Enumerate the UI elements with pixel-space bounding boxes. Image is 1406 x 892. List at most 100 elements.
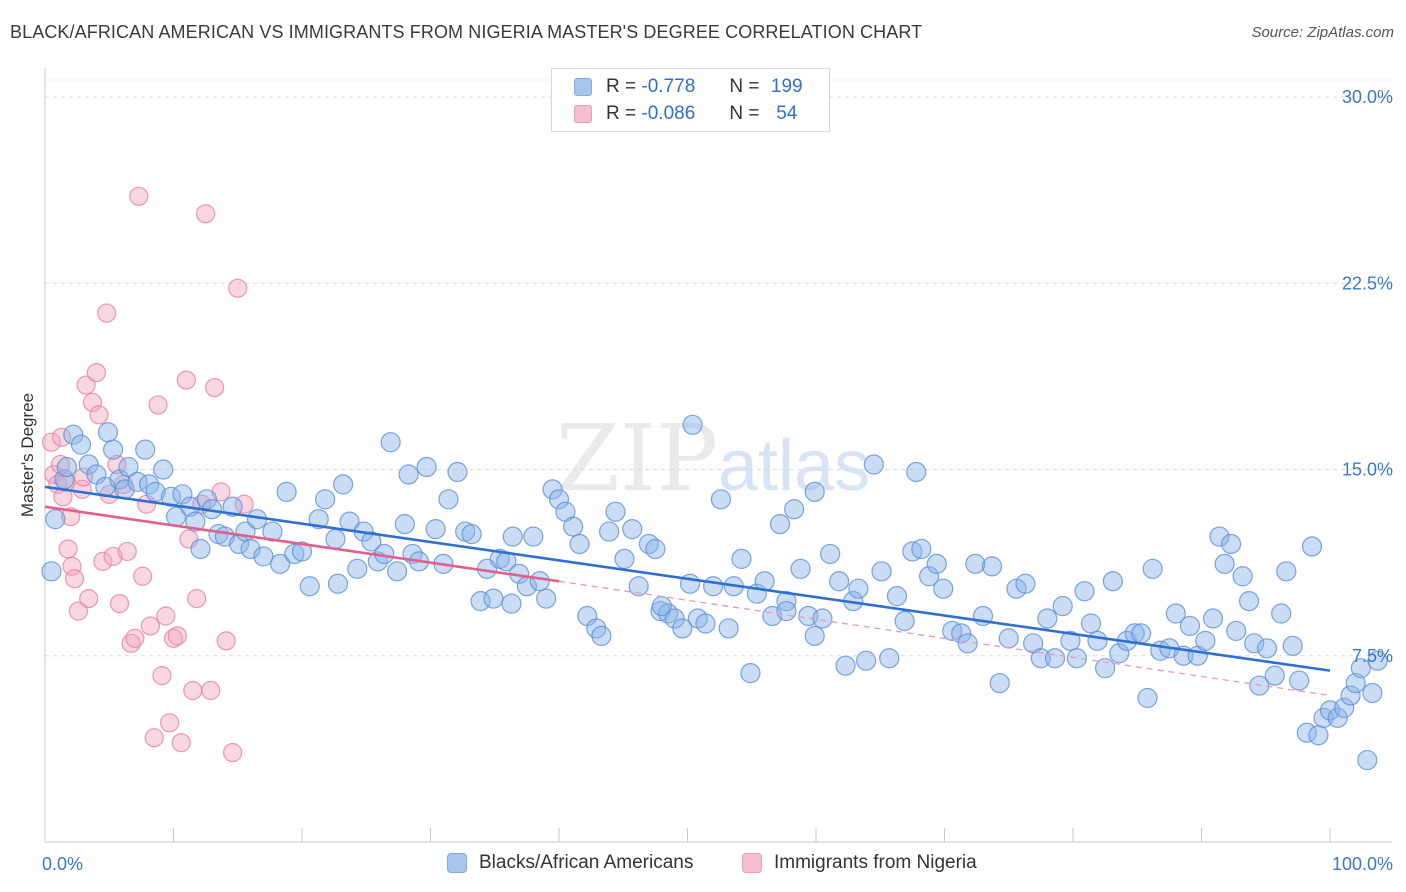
black-point-101 [740, 663, 761, 684]
nigeria-point-30 [144, 728, 164, 748]
y-tick-label-2: 22.5% [1342, 273, 1393, 293]
black-point-134 [981, 556, 1003, 577]
watermark: ZIP atlas [556, 405, 870, 512]
black-point-186 [1340, 685, 1361, 706]
legend-r-value: -0.778 [641, 76, 696, 97]
black-point-100 [731, 548, 752, 570]
nigeria-point-14 [86, 363, 107, 383]
source-credit: Source: ZipAtlas.com [1251, 24, 1394, 41]
black-point-88 [645, 538, 666, 560]
nigeria-point-0 [41, 432, 62, 452]
black-point-121 [886, 586, 908, 607]
black-point-148 [1087, 630, 1108, 651]
black-point-192 [804, 481, 825, 502]
black-point-163 [1195, 630, 1216, 651]
black-point-132 [965, 553, 986, 574]
black-point-180 [1301, 536, 1323, 557]
y-tick-label-1: 15.0% [1342, 460, 1393, 480]
black-point-156 [1142, 558, 1163, 579]
nigeria-point-38 [176, 370, 196, 390]
black-point-194 [776, 600, 797, 622]
black-point-34 [253, 546, 274, 567]
nigeria-point-23 [117, 541, 137, 562]
nigeria-point-48 [223, 742, 243, 763]
nigeria-point-49 [228, 278, 248, 298]
legend-row-nigeria: R = -0.086 N = 54 [574, 101, 809, 127]
black-point-114 [835, 655, 856, 676]
black-point-56 [416, 456, 437, 478]
black-point-195 [651, 595, 672, 617]
black-point-52 [386, 561, 408, 582]
black-point-168 [1226, 620, 1247, 642]
bottom-legend-label-nigeria: Immigrants from Nigeria [774, 852, 977, 873]
black-point-165 [1209, 526, 1230, 547]
black-trend-line [44, 485, 1331, 672]
bottom-legend-nigeria: Immigrants from Nigeria [742, 852, 977, 874]
legend-n-value: 54 [776, 103, 798, 124]
black-point-169 [1232, 566, 1253, 587]
black-point-144 [1060, 630, 1081, 651]
black-point-167 [1220, 533, 1242, 555]
legend-n-label: N = [729, 103, 760, 124]
black-point-174 [1264, 665, 1285, 686]
nigeria-point-6 [58, 539, 78, 559]
black-point-107 [784, 499, 805, 520]
black-point-23 [185, 511, 206, 532]
chart-title: BLACK/AFRICAN AMERICAN VS IMMIGRANTS FRO… [10, 22, 923, 42]
black-point-190 [1362, 682, 1383, 704]
black-point-141 [1037, 608, 1058, 629]
black-point-184 [1327, 707, 1348, 728]
black-point-21 [172, 484, 193, 505]
black-point-95 [695, 613, 716, 634]
black-point-38 [284, 543, 305, 565]
black-point-178 [1289, 670, 1310, 691]
black-point-15 [135, 439, 156, 460]
black-point-39 [291, 541, 313, 562]
black-point-57 [425, 518, 446, 540]
black-point-9 [97, 422, 119, 443]
black-point-116 [848, 578, 869, 599]
black-point-154 [1131, 623, 1152, 644]
black-point-73 [536, 588, 557, 609]
nigeria-trend-extension [558, 580, 1331, 697]
black-point-164 [1202, 608, 1224, 629]
black-point-24 [190, 538, 211, 560]
black-point-135 [989, 672, 1010, 694]
black-point-126 [918, 566, 940, 587]
black-point-37 [276, 481, 297, 502]
nigeria-point-26 [129, 186, 149, 206]
black-point-120 [879, 648, 900, 669]
black-point-110 [804, 625, 825, 646]
black-point-187 [1345, 672, 1366, 694]
black-point-68 [502, 526, 523, 547]
black-point-171 [1244, 633, 1265, 654]
black-point-81 [591, 625, 612, 646]
black-point-127 [926, 553, 947, 574]
nigeria-point-7 [62, 556, 82, 576]
nigeria-point-16 [93, 551, 113, 571]
black-points [41, 414, 1388, 771]
nigeria-trend-line [44, 505, 560, 583]
black-point-125 [911, 538, 932, 560]
black-point-181 [1308, 725, 1329, 746]
black-point-159 [1165, 603, 1186, 624]
nigeria-point-41 [187, 589, 207, 609]
black-point-62 [461, 523, 482, 545]
black-point-85 [622, 518, 643, 540]
black-point-75 [548, 489, 570, 510]
black-point-41 [308, 509, 329, 530]
black-point-3 [56, 456, 77, 478]
black-point-196 [501, 593, 522, 614]
nigeria-point-53 [73, 467, 94, 487]
nigeria-point-8 [64, 569, 85, 589]
nigeria-point-21 [109, 593, 130, 614]
black-point-18 [153, 459, 174, 480]
black-point-98 [718, 618, 739, 639]
black-point-145 [1066, 648, 1087, 669]
nigeria-point-1 [44, 464, 64, 485]
black-point-118 [863, 454, 884, 475]
black-point-77 [563, 516, 584, 537]
black-point-35 [262, 521, 283, 542]
tick-labels: 7.5% 15.0% 22.5% 30.0% 0.0% 100.0% [42, 87, 1393, 874]
